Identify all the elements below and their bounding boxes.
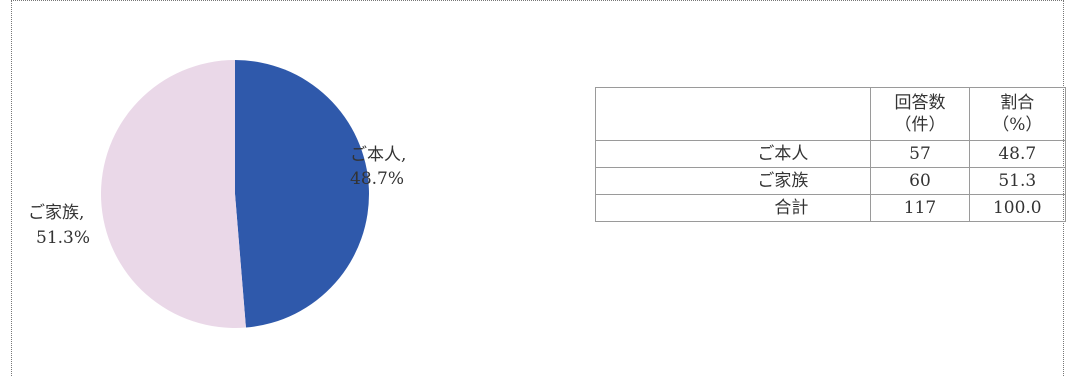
row-count: 117 [870,194,970,222]
pie-slices [100,60,369,328]
row-label: ご家族 [594,167,872,195]
header-count: 回答数 （件） [870,87,970,141]
row-count: 57 [870,140,970,168]
row-label: ご本人 [594,140,872,168]
row-pct: 48.7 [968,140,1066,168]
header-count-line1: 回答数 [894,93,946,113]
pie-slice-kazoku [100,60,246,328]
pie-label-honnin: ご本人, [350,145,406,165]
pie-slice-honnin [235,60,369,328]
pie-value-honnin: 48.7% [350,169,404,189]
row-label: 合計 [594,194,872,222]
table-row: 合計 117 100.0 [594,194,1066,222]
header-pct-line2: （%） [992,115,1043,135]
table-row: ご本人 57 48.7 [594,140,1066,168]
table-header-row: 回答数 （件） 割合 （%） [594,87,1066,141]
header-empty-cell [594,87,872,141]
pie-value-kazoku: 51.3% [36,228,90,248]
summary-table: 回答数 （件） 割合 （%） ご本人 57 48.7 ご家族 60 51.3 合… [594,87,1066,222]
row-pct: 51.3 [968,167,1066,195]
table-row: ご家族 60 51.3 [594,167,1066,195]
row-count: 60 [870,167,970,195]
pie-label-kazoku: ご家族, [28,203,84,223]
header-pct-line1: 割合 [1000,93,1035,113]
header-pct: 割合 （%） [968,87,1066,141]
row-pct: 100.0 [968,194,1066,222]
header-count-line2: （件） [894,115,946,135]
